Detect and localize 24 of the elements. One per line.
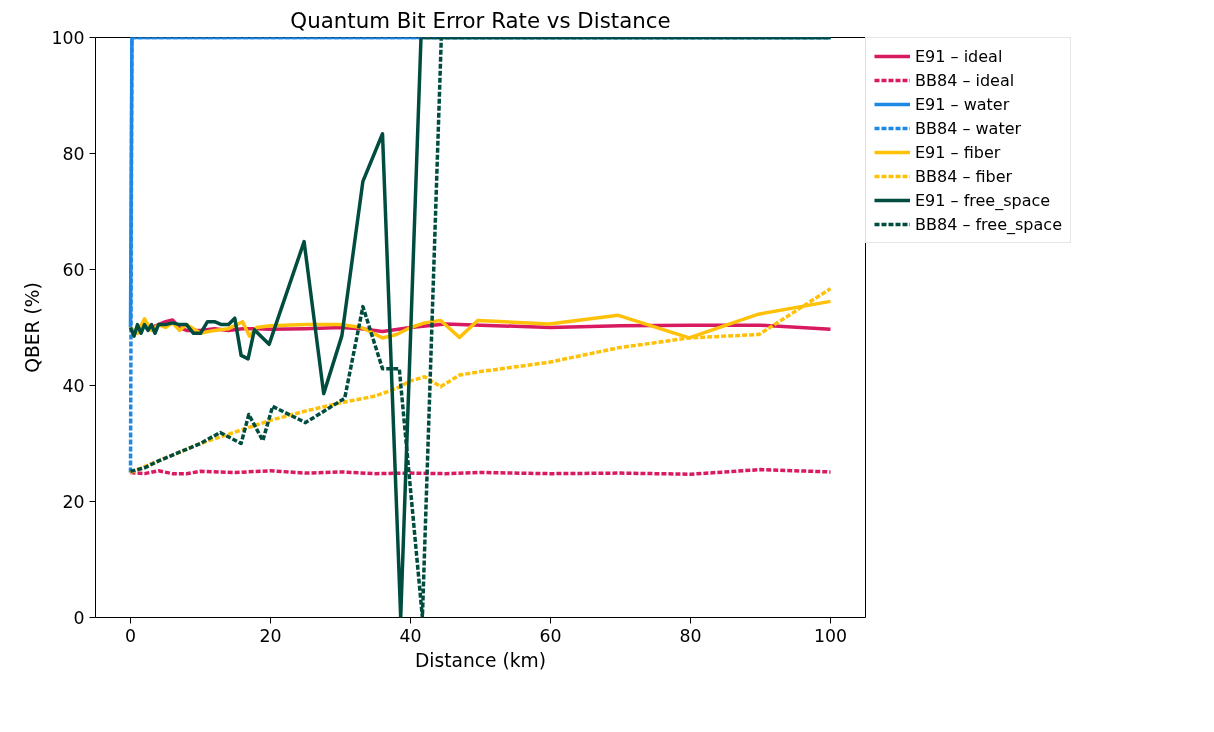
chart-title: Quantum Bit Error Rate vs Distance [290,7,671,33]
legend-label: E91 – ideal [915,46,1003,66]
line-series [128,286,833,475]
y-tick-label: 20 [62,492,85,512]
legend-label: BB84 – ideal [915,70,1015,90]
y-tick-label: 100 [51,28,85,48]
legend-label: E91 – water [915,94,1010,114]
x-tick-label: 0 [124,625,137,646]
legend-label: E91 – fiber [915,142,1001,162]
y-tick-label: 80 [62,144,85,164]
y-tick-label: 60 [62,260,85,280]
legend-label: BB84 – fiber [915,166,1013,186]
x-tick-label: 80 [679,625,702,646]
x-axis-title: Distance (km) [414,649,547,671]
y-axis-title: QBER (%) [22,282,44,373]
x-tick-label: 40 [399,625,422,646]
x-tick-label: 60 [539,625,562,646]
legend-label: E91 – free_space [915,190,1051,210]
legend-label: BB84 – free_space [915,214,1062,234]
legend-label: BB84 – water [915,118,1022,138]
x-tick-label: 100 [813,625,848,646]
x-tick-label: 20 [259,625,282,646]
y-tick-label: 40 [62,376,85,396]
y-tick-label: 0 [73,608,85,628]
